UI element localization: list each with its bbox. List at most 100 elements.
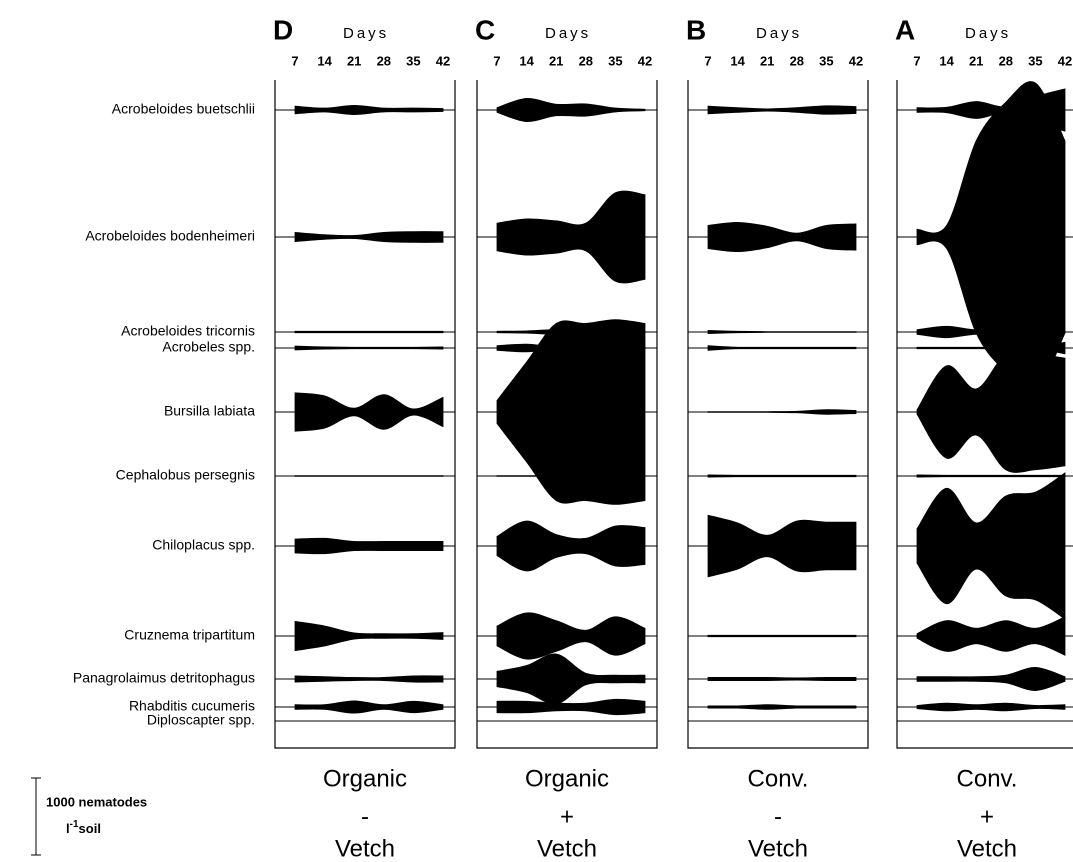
kite	[707, 634, 857, 638]
kite	[496, 319, 646, 505]
kite	[294, 475, 444, 477]
treatment-label: Conv.	[748, 765, 809, 792]
species-label: Chiloplacus spp.	[152, 537, 255, 553]
treatment-label: Vetch	[537, 835, 597, 862]
x-axis-label: Days	[343, 25, 389, 42]
species-label: Panagrolaimus detritophagus	[73, 670, 255, 686]
x-tick-label: 35	[608, 53, 622, 68]
kite	[496, 475, 646, 477]
kite	[707, 409, 857, 415]
panel-letter: D	[273, 14, 293, 45]
x-tick-label: 14	[317, 53, 332, 68]
species-label: Acrobeloides bodenheimeri	[85, 228, 255, 244]
x-tick-label: 42	[436, 53, 450, 68]
treatment-label: Organic	[323, 765, 407, 792]
species-label: Bursilla labiata	[164, 403, 255, 419]
x-tick-label: 7	[913, 53, 920, 68]
x-tick-label: 14	[519, 53, 534, 68]
kite	[916, 667, 1066, 691]
x-tick-label: 7	[493, 53, 500, 68]
panel-letter: C	[475, 14, 495, 45]
kite	[916, 474, 1066, 478]
x-tick-label: 14	[730, 53, 745, 68]
kite	[707, 677, 857, 681]
kite	[916, 325, 1066, 339]
x-tick-label: 42	[849, 53, 863, 68]
scale-unit-part: -1	[70, 819, 79, 830]
treatment-label: Conv.	[957, 765, 1018, 792]
panel-frame	[896, 80, 1073, 749]
panel-frame	[476, 80, 658, 749]
treatment-label: -	[774, 803, 782, 830]
kite	[916, 81, 1066, 393]
panel-letter: A	[895, 14, 915, 45]
kite	[496, 698, 646, 716]
x-tick-label: 21	[760, 53, 774, 68]
treatment-label: Vetch	[335, 835, 395, 862]
x-tick-label: 35	[819, 53, 833, 68]
scale-unit-part: l	[66, 821, 70, 836]
x-tick-label: 28	[790, 53, 804, 68]
kite	[916, 341, 1066, 355]
kite	[294, 537, 444, 555]
treatment-label: +	[980, 803, 994, 830]
x-axis-label: Days	[965, 25, 1011, 42]
x-tick-label: 42	[638, 53, 652, 68]
x-tick-label: 21	[347, 53, 361, 68]
kite	[294, 330, 444, 334]
x-axis-label: Days	[545, 25, 591, 42]
kite	[916, 702, 1066, 712]
kite	[496, 520, 646, 572]
kite	[496, 98, 646, 122]
species-label: Diploscapter spp.	[147, 712, 255, 728]
species-label: Acrobeles spp.	[162, 339, 255, 355]
kite	[707, 221, 857, 253]
scale-unit: l-1soil	[66, 819, 101, 837]
kite	[707, 474, 857, 478]
treatment-label: Organic	[525, 765, 609, 792]
x-tick-label: 42	[1058, 53, 1072, 68]
kite	[294, 620, 444, 652]
x-tick-label: 14	[939, 53, 954, 68]
x-tick-label: 28	[377, 53, 391, 68]
kite	[496, 612, 646, 660]
kite	[707, 704, 857, 710]
panel-frame	[274, 80, 456, 749]
kite	[294, 104, 444, 116]
panel-letter: B	[686, 14, 706, 45]
x-tick-label: 7	[704, 53, 711, 68]
kite	[707, 345, 857, 351]
scale-unit-part: soil	[79, 821, 101, 836]
x-tick-label: 35	[406, 53, 420, 68]
scale-label: 1000 nematodes	[46, 794, 147, 809]
kite	[294, 700, 444, 714]
x-tick-label: 28	[579, 53, 593, 68]
kite	[916, 351, 1066, 473]
kite	[707, 105, 857, 115]
kite	[294, 231, 444, 243]
kite	[294, 392, 444, 432]
x-tick-label: 21	[969, 53, 983, 68]
kite	[707, 330, 857, 334]
species-label: Acrobeloides tricornis	[121, 323, 255, 339]
kite	[496, 190, 646, 284]
kite	[294, 675, 444, 683]
x-tick-label: 35	[1028, 53, 1042, 68]
x-tick-label: 7	[291, 53, 298, 68]
species-label: Rhabditis cucumeris	[129, 698, 255, 714]
species-label: Acrobeloides buetschlii	[112, 101, 255, 117]
kite	[294, 345, 444, 351]
kite	[916, 472, 1066, 620]
x-axis-label: Days	[756, 25, 802, 42]
kite	[496, 653, 646, 705]
kite	[707, 514, 857, 578]
x-tick-label: 21	[549, 53, 563, 68]
treatment-label: -	[361, 803, 369, 830]
treatment-label: Vetch	[957, 835, 1017, 862]
x-tick-label: 28	[999, 53, 1013, 68]
species-label: Cephalobus persegnis	[116, 467, 255, 483]
panel-frame	[687, 80, 869, 749]
treatment-label: Vetch	[748, 835, 808, 862]
kite	[916, 616, 1066, 656]
